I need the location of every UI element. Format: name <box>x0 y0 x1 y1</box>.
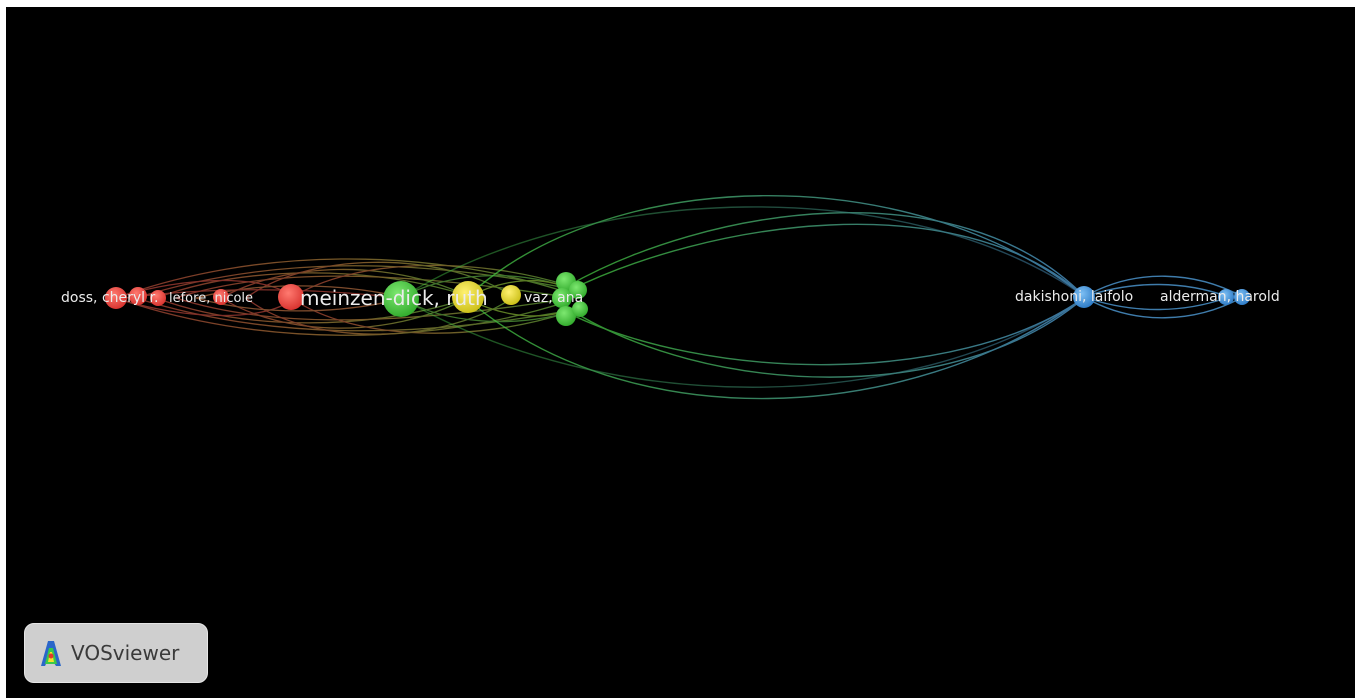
node-dakishoni[interactable] <box>1073 286 1095 308</box>
vosviewer-logo-badge[interactable]: VOSviewer <box>24 623 208 683</box>
node-doss[interactable] <box>105 287 127 309</box>
label-dakishoni[interactable]: dakishoni, laifolo <box>1015 289 1133 305</box>
node-alderman[interactable] <box>1234 289 1250 305</box>
node-blue-2[interactable] <box>1218 289 1234 305</box>
cluster-links-blue <box>1083 275 1242 319</box>
node-green-6[interactable] <box>572 301 588 317</box>
label-vaz[interactable]: vaz, ana <box>524 290 583 306</box>
network-visualization-canvas[interactable]: doss, cheryl r. lefore, nicole meinzen-d… <box>6 7 1355 698</box>
green-cluster-nodes <box>383 272 588 326</box>
node-yellow-2[interactable] <box>501 285 521 305</box>
node-labels: doss, cheryl r. lefore, nicole meinzen-d… <box>61 286 1280 310</box>
node-green-3[interactable] <box>569 281 587 299</box>
red-cluster-nodes <box>105 284 304 310</box>
node-red-2[interactable] <box>129 287 147 305</box>
node-red-3[interactable] <box>150 290 166 306</box>
node-lefore[interactable] <box>213 289 229 305</box>
blue-cluster-nodes <box>1073 286 1250 308</box>
yellow-cluster-nodes <box>452 281 521 313</box>
label-alderman[interactable]: alderman, harold <box>1160 289 1280 305</box>
label-doss[interactable]: doss, cheryl r. <box>61 290 158 306</box>
vosviewer-logo-text: VOSviewer <box>71 641 180 665</box>
node-meinzen-dick[interactable] <box>383 281 419 317</box>
node-green-5[interactable] <box>556 306 576 326</box>
label-meinzen-dick[interactable]: meinzen-dick, ruth <box>300 286 488 310</box>
coauthorship-network-map[interactable]: doss, cheryl r. lefore, nicole meinzen-d… <box>6 7 1355 698</box>
node-red-5[interactable] <box>278 284 304 310</box>
vosviewer-logo-icon <box>41 641 61 666</box>
cluster-links-long <box>400 195 1085 400</box>
label-lefore[interactable]: lefore, nicole <box>169 291 253 306</box>
node-yellow-1[interactable] <box>452 281 484 313</box>
node-vaz[interactable] <box>552 288 572 308</box>
